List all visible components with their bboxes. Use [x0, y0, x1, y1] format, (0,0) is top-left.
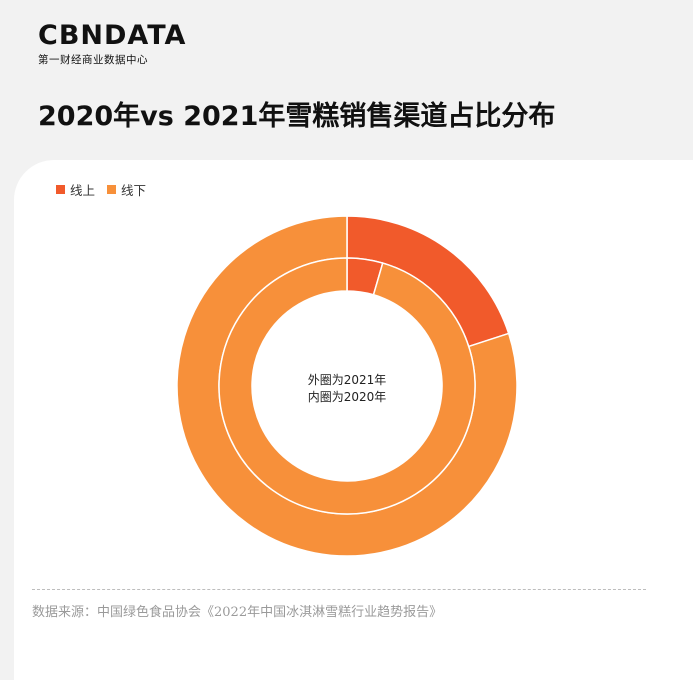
source-divider [32, 589, 646, 590]
legend-item-online: 线上 [56, 180, 95, 199]
legend-swatch-online [56, 185, 65, 194]
page-title: 2020年vs 2021年雪糕销售渠道占比分布 [38, 101, 556, 132]
chart-legend: 线上 线下 [56, 180, 146, 199]
logo-wordmark: CBNDATA [38, 20, 187, 51]
legend-label-online: 线上 [70, 183, 96, 198]
donut-center-label: 外圈为2021年 内圈为2020年 [297, 372, 397, 406]
center-text-inner: 内圈为2020年 [307, 390, 387, 404]
center-text-outer: 外圈为2021年 [307, 373, 387, 387]
legend-item-offline: 线下 [107, 180, 146, 199]
data-source-note: 数据来源：中国绿色食品协会《2022年中国冰淇淋雪糕行业趋势报告》 [32, 605, 443, 620]
cbndata-logo: CBNDATA 第一财经商业数据中心 [38, 22, 186, 67]
logo-subtitle: 第一财经商业数据中心 [38, 54, 148, 66]
legend-label-offline: 线下 [121, 183, 147, 198]
legend-swatch-offline [107, 185, 117, 194]
inner-ring-slice-offline [218, 257, 476, 515]
donut-chart [176, 215, 518, 557]
